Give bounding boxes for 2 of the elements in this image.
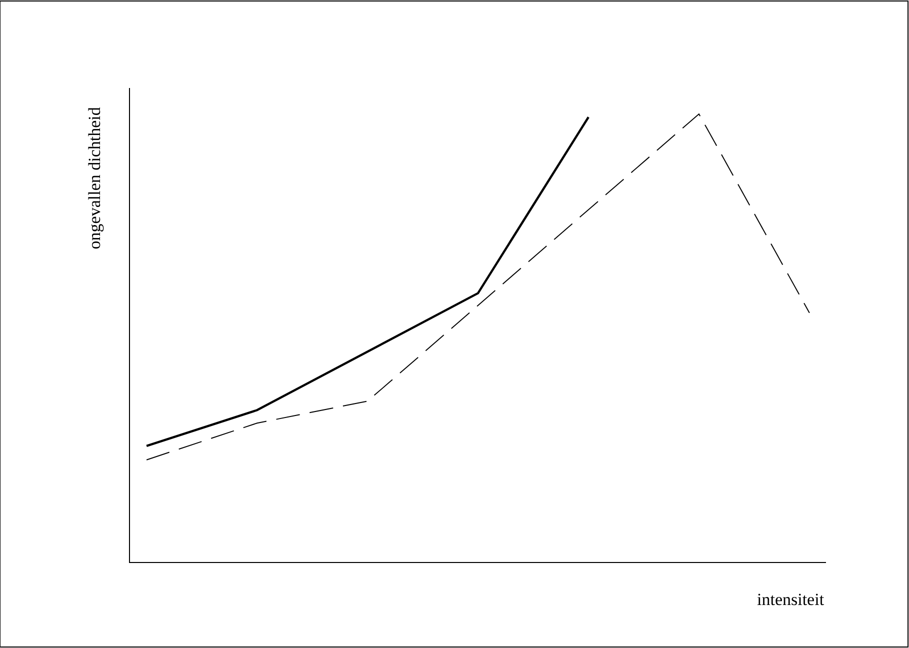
y-axis-title: ongevallen dichtheid: [85, 106, 104, 250]
x-axis-title: intensiteit: [757, 590, 824, 609]
